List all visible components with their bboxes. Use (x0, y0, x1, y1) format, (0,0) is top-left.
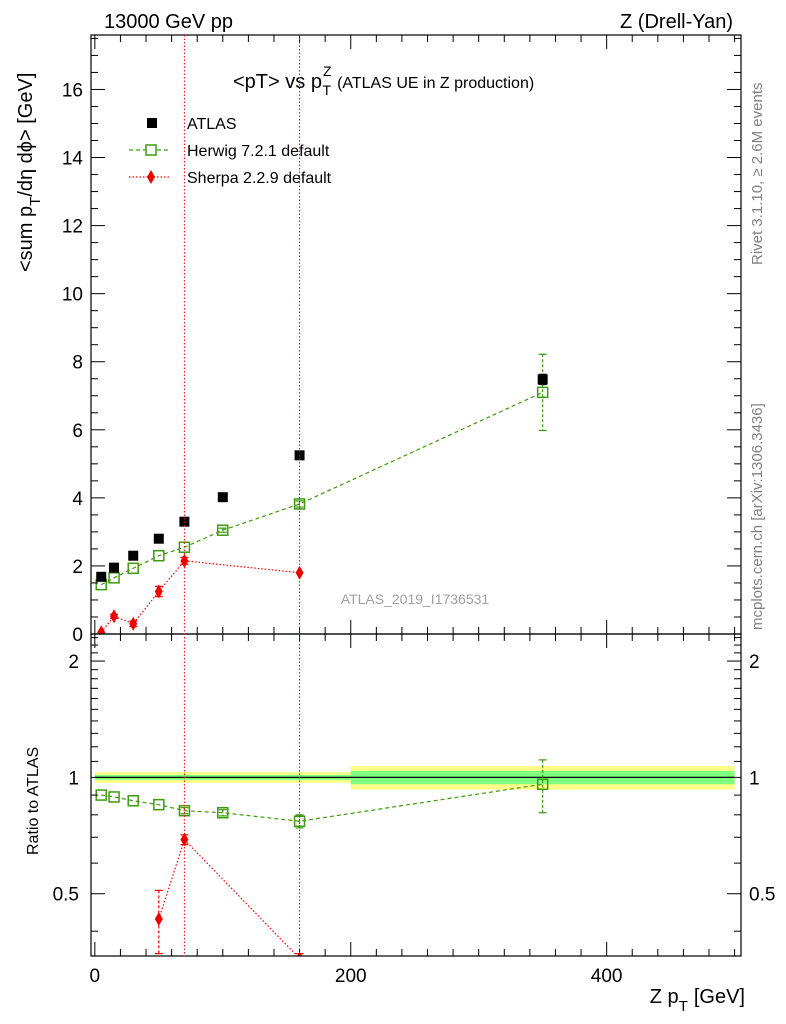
atlas-point (153, 533, 164, 544)
analysis-label: ATLAS_2019_I1736531 (341, 591, 490, 607)
main-ylabel-sub: T (27, 197, 44, 206)
herwig-point (153, 549, 165, 562)
ratio-herwig-point (127, 795, 139, 807)
sherpa-point (129, 616, 138, 631)
xtick-label: 0 (90, 966, 101, 987)
xlabel-rest: [GeV] (694, 986, 745, 1008)
main-ytick-label: 14 (62, 149, 84, 170)
rivet-label: Rivet 3.1.10, ≥ 2.6M events (749, 83, 766, 266)
main-axes: 0 2 4 6 8 10 12 14 16 (62, 35, 741, 646)
legend-item-herwig: Herwig 7.2.1 default (129, 143, 330, 160)
legend: ATLAS Herwig 7.2.1 default Sherpa 2.2.9 … (129, 116, 332, 187)
ratio-ytick-label-left: 0.5 (53, 885, 79, 906)
main-title-sup: Z (323, 63, 332, 79)
ratio-frame (90, 633, 742, 957)
xlabel-text: Z p (650, 986, 679, 1008)
main-ytick-label: 4 (72, 489, 83, 510)
main-ytick-label: 16 (62, 80, 83, 101)
main-title: <pT> vs pZ T (ATLAS UE in Z production) (233, 63, 534, 98)
main-title-text: <pT> vs p (233, 71, 322, 93)
xtick-label: 400 (591, 966, 623, 987)
legend-label-atlas: ATLAS (187, 116, 237, 133)
main-ytick-label: 12 (62, 217, 83, 238)
mcplots-label: mcplots.cern.ch [arXiv:1306.3436] (749, 403, 766, 630)
main-ylabel: <sum pT/dη dϕ> [GeV] (15, 73, 44, 272)
ratio-axes: 0.5 0.5 1 1 2 2 0 200 400 (53, 634, 775, 987)
legend-label-sherpa: Sherpa 2.2.9 default (187, 170, 332, 187)
ratio-ytick-label-right: 1 (749, 768, 760, 789)
ratio-herwig-point (108, 791, 120, 803)
atlas-point (96, 571, 107, 582)
sherpa-point (110, 609, 119, 624)
ratio-herwig-point (153, 798, 165, 811)
legend-item-atlas: ATLAS (147, 116, 237, 133)
main-ytick-label: 10 (62, 285, 83, 306)
legend-item-sherpa: Sherpa 2.2.9 default (129, 170, 332, 187)
herwig-point (127, 562, 139, 575)
ratio-herwig-point (536, 778, 549, 790)
main-ylabel-rest: /dη dϕ> [GeV] (15, 73, 37, 197)
vertical-markers (183, 35, 301, 956)
main-ytick-label: 0 (72, 625, 83, 646)
legend-marker-atlas (147, 118, 157, 128)
ratio-ytick-label-left: 2 (68, 652, 79, 673)
herwig-line (100, 391, 543, 586)
ratio-ytick-label-right: 2 (749, 652, 760, 673)
main-title-rest: (ATLAS UE in Z production) (337, 75, 534, 92)
main-ytick-label: 2 (72, 557, 83, 578)
main-ylabel-text: <sum p (15, 206, 37, 272)
xlabel-sub: T (679, 998, 688, 1015)
atlas-point (128, 550, 139, 561)
ratio-sherpa-point (180, 832, 189, 847)
ratio-marks (94, 759, 735, 956)
sherpa-point (295, 565, 304, 580)
atlas-point (537, 374, 548, 385)
ratio-panel: 0.5 0.5 1 1 2 2 0 200 400 Ratio to ATLAS Z pT [Ge… (25, 633, 775, 1015)
legend-marker-herwig (145, 144, 157, 156)
atlas-point (109, 562, 120, 573)
xlabel: Z pT [GeV] (650, 986, 745, 1015)
xtick-label: 200 (335, 966, 367, 987)
sherpa-point (97, 625, 106, 634)
atlas-point (217, 492, 228, 503)
ratio-herwig-point (217, 807, 229, 819)
main-ytick-label: 6 (72, 421, 83, 442)
herwig-point (217, 524, 229, 536)
sherpa-point (154, 584, 163, 599)
herwig-point (536, 386, 549, 399)
ratio-ylabel: Ratio to ATLAS (25, 747, 42, 855)
header-right: Z (Drell-Yan) (620, 11, 733, 33)
header-left: 13000 GeV pp (104, 11, 233, 33)
legend-label-herwig: Herwig 7.2.1 default (187, 143, 330, 160)
herwig-point (178, 541, 191, 553)
main-title-sub: T (323, 82, 332, 98)
ratio-sherpa-line (158, 838, 299, 956)
main-ytick-label: 8 (72, 353, 83, 374)
herwig-point (108, 572, 120, 584)
legend-marker-sherpa (147, 170, 155, 184)
ratio-sherpa-point (154, 912, 163, 927)
ratio-ytick-label-left: 1 (68, 768, 79, 789)
ratio-herwig-line (101, 783, 543, 822)
ratio-ytick-label-right: 0.5 (749, 885, 775, 906)
